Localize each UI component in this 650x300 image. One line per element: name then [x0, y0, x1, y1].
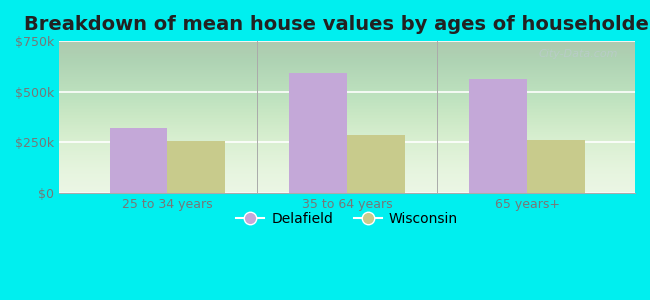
Bar [469, 80, 527, 193]
Text: City-Data.com: City-Data.com [538, 49, 617, 59]
Bar [347, 135, 405, 193]
Legend: Delafield, Wisconsin: Delafield, Wisconsin [231, 206, 463, 231]
Bar [167, 141, 225, 193]
Bar [289, 74, 347, 193]
Bar [109, 128, 167, 193]
Bar [527, 140, 584, 193]
Title: Breakdown of mean house values by ages of householders: Breakdown of mean house values by ages o… [24, 15, 650, 34]
